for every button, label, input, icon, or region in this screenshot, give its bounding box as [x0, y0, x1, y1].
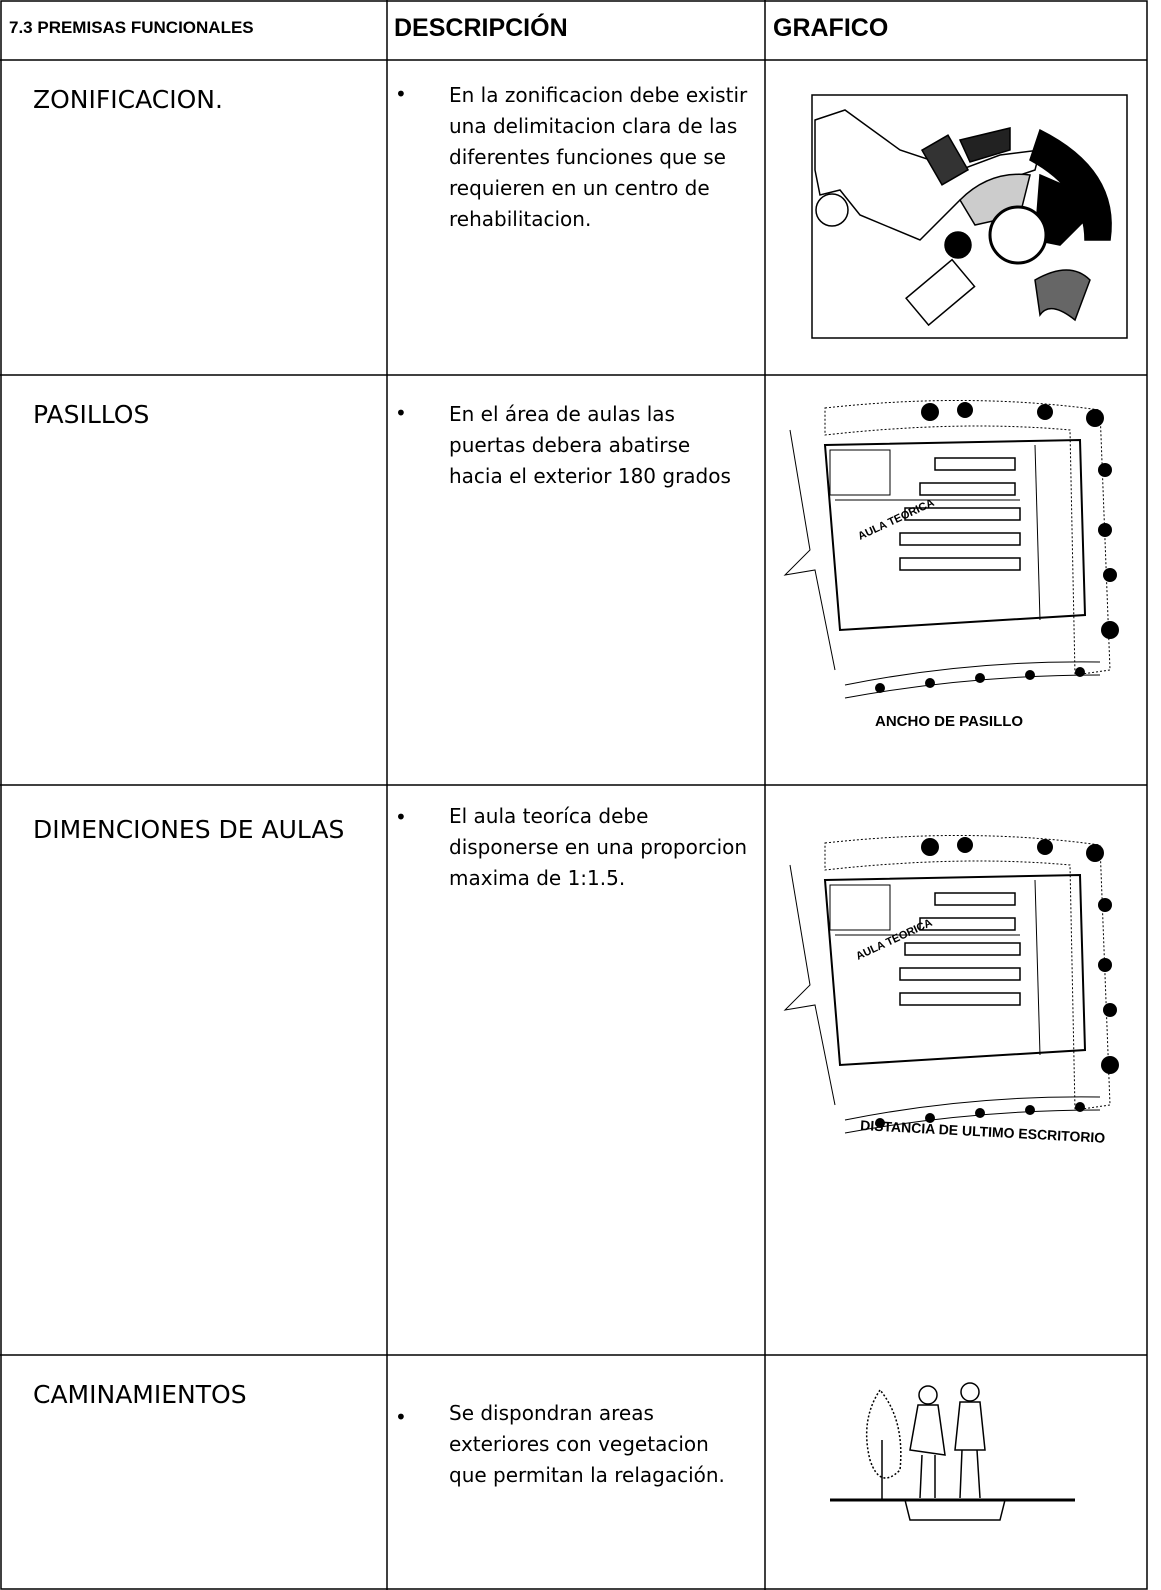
header-title: 7.3 PREMISAS FUNCIONALES [9, 18, 254, 37]
row-name: PASILLOS [33, 400, 150, 429]
bullet: • [395, 805, 407, 829]
header-description: DESCRIPCIÓN [394, 14, 568, 42]
bullet: • [395, 401, 407, 425]
row-description: El aula teoríca debe disponerse en una p… [449, 804, 748, 890]
graphic-caption: ANCHO DE PASILLO [875, 713, 1023, 730]
bullet: • [395, 82, 407, 106]
row-description: Se dispondran areas exteriores con veget… [449, 1401, 725, 1487]
row-description: En el área de aulas las puertas debera a… [449, 402, 731, 488]
graphic-caption: DISTANCIA DE ULTIMO ESCRITORIO [860, 1117, 1106, 1146]
row-name: DIMENCIONES DE AULAS [33, 815, 345, 844]
row-name: ZONIFICACION. [33, 85, 223, 114]
header-graphic: GRAFICO [773, 14, 889, 42]
plan-label: AULA TEORICA [854, 917, 934, 963]
bullet: • [395, 1405, 407, 1429]
row-name: CAMINAMIENTOS [33, 1380, 247, 1409]
row-description: En la zonificacion debe existir una deli… [449, 83, 748, 231]
